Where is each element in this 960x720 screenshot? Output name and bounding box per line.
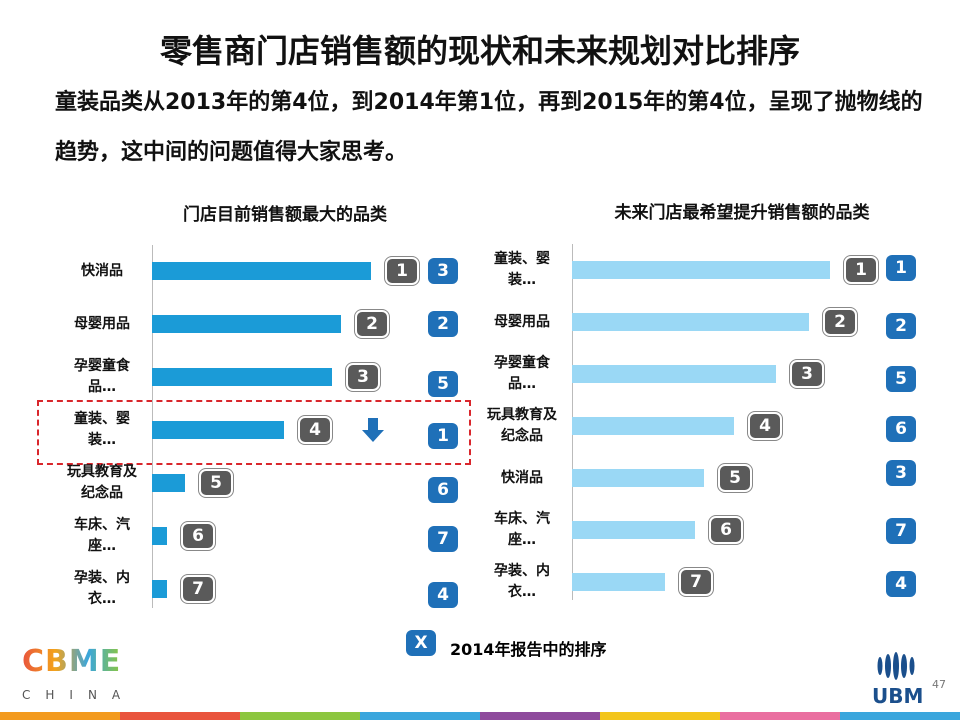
rank-2014-badge: 4 xyxy=(886,571,916,597)
rank-2014-badge: 7 xyxy=(428,526,458,552)
category-label: 孕婴童食品… xyxy=(74,358,130,395)
rank-2014-badge: 1 xyxy=(428,423,458,449)
bar xyxy=(572,261,830,279)
rank-badge: 5 xyxy=(718,464,752,492)
category-label: 车床、汽座… xyxy=(494,511,550,548)
down-arrow xyxy=(362,418,384,442)
rank-badge: 3 xyxy=(790,360,824,388)
rank-badge: 6 xyxy=(709,516,743,544)
bar xyxy=(152,262,371,280)
page-number: 47 xyxy=(932,678,946,691)
rank-2014-badge: 6 xyxy=(886,416,916,442)
category-label: 孕装、内衣… xyxy=(494,563,550,600)
rank-2014-badge: 1 xyxy=(886,255,916,281)
bar xyxy=(152,315,341,333)
bar xyxy=(572,573,665,591)
bar xyxy=(152,474,185,492)
highlight-box xyxy=(37,400,471,465)
rank-badge: 1 xyxy=(385,257,419,285)
rank-2014-badge: 3 xyxy=(886,460,916,486)
rank-badge: 3 xyxy=(346,363,380,391)
category-label: 童装、婴装… xyxy=(74,411,130,448)
rank-badge: 1 xyxy=(844,256,878,284)
bar xyxy=(152,580,167,598)
bar xyxy=(152,368,332,386)
rank-badge: 4 xyxy=(298,416,332,444)
rank-badge: 6 xyxy=(181,522,215,550)
rank-badge: 4 xyxy=(748,412,782,440)
legend-label: 2014年报告中的排序 xyxy=(450,640,607,659)
category-label: 快消品 xyxy=(81,262,123,279)
rank-badge: 2 xyxy=(823,308,857,336)
bar xyxy=(152,421,284,439)
bar xyxy=(152,527,167,545)
category-label: 母婴用品 xyxy=(494,313,550,330)
rank-2014-badge: 7 xyxy=(886,518,916,544)
bar xyxy=(572,417,734,435)
chart-title: 门店目前销售额最大的品类 xyxy=(183,205,387,225)
brand-mark xyxy=(877,652,915,680)
legend-badge: X xyxy=(406,630,436,656)
rank-2014-badge: 5 xyxy=(428,371,458,397)
category-label: 童装、婴装… xyxy=(494,251,550,288)
category-label: 玩具教育及纪念品 xyxy=(487,407,557,444)
logo-sub: CHINA xyxy=(22,688,136,702)
footer-strip xyxy=(0,712,960,720)
rank-badge: 7 xyxy=(181,575,215,603)
bar xyxy=(572,469,704,487)
rank-badge: 7 xyxy=(679,568,713,596)
category-label: 玩具教育及纪念品 xyxy=(67,464,137,501)
bar xyxy=(572,313,809,331)
rank-2014-badge: 2 xyxy=(886,313,916,339)
bar xyxy=(572,365,776,383)
rank-2014-badge: 6 xyxy=(428,477,458,503)
rank-badge: 5 xyxy=(199,469,233,497)
slide-title: 零售商门店销售额的现状和未来规划对比排序 xyxy=(159,32,800,70)
brand: UBM xyxy=(872,684,924,708)
category-label: 快消品 xyxy=(501,469,543,486)
logo: CBME xyxy=(22,644,122,679)
rank-2014-badge: 5 xyxy=(886,366,916,392)
rank-badge: 2 xyxy=(355,310,389,338)
category-label: 母婴用品 xyxy=(74,315,130,332)
chart-title: 未来门店最希望提升销售额的品类 xyxy=(614,203,870,223)
category-label: 车床、汽座… xyxy=(74,517,130,554)
slide-subtitle: 童装品类从2013年的第4位，到2014年第1位，再到2015年的第4位，呈现了… xyxy=(55,90,923,165)
category-label: 孕装、内衣… xyxy=(74,570,130,607)
bar xyxy=(572,521,695,539)
category-label: 孕婴童食品… xyxy=(494,355,550,392)
rank-2014-badge: 3 xyxy=(428,258,458,284)
rank-2014-badge: 4 xyxy=(428,582,458,608)
rank-2014-badge: 2 xyxy=(428,311,458,337)
